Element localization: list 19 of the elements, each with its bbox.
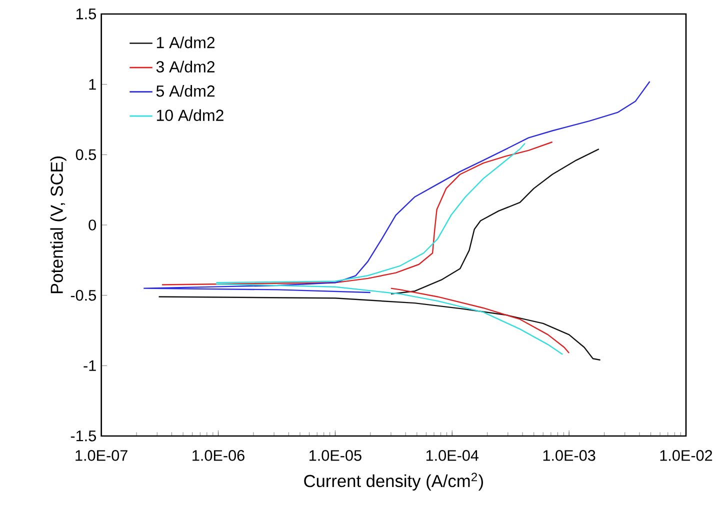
x-tick-label: 1.0E-04 <box>426 450 479 461</box>
x-tick-label: 1.0E-06 <box>192 450 244 461</box>
legend-label: 3 A/dm2 <box>156 60 215 72</box>
y-tick-label: 1.5 <box>76 8 96 20</box>
y-tick-label: -1.5 <box>70 430 96 442</box>
x-axis-title: Current density (A/cm$^{2}$) <box>304 472 483 491</box>
legend-label: 5 A/dm2 <box>156 85 215 97</box>
y-axis-title: Potential (V, SCE) <box>50 156 66 294</box>
y-tick-label: 0 <box>88 220 96 230</box>
y-tick-label: -0.5 <box>70 290 96 301</box>
y-tick-label: 1 <box>89 79 96 90</box>
x-tick-label: 1.0E-07 <box>76 450 128 461</box>
legend-label: 1 A/dm2 <box>156 36 215 48</box>
x-tick-label: 1.0E-05 <box>310 450 362 461</box>
legend-label: 10 A/dm2 <box>156 109 224 121</box>
x-tick-label: 1.0E-02 <box>660 450 712 461</box>
x-tick-label: 1.0E-03 <box>543 450 596 461</box>
y-tick-label: -1 <box>84 360 96 371</box>
y-tick-label: 0.5 <box>76 149 96 160</box>
